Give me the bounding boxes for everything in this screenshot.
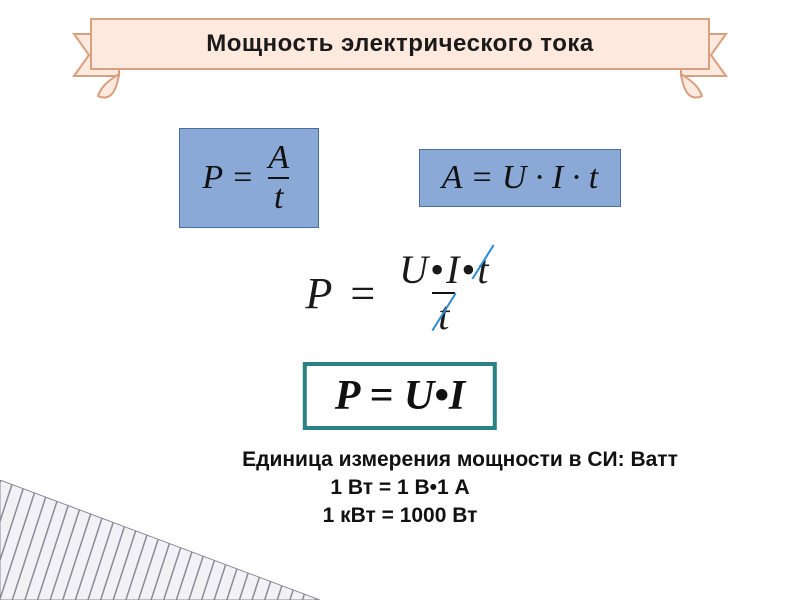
formula-boxes-row: P = A t A = U · I · t <box>0 128 800 228</box>
banner-main: Мощность электрического тока <box>90 18 710 70</box>
units-line-1: Единица измерения мощности в СИ: Ватт <box>0 448 800 472</box>
deriv-num-dot1: • <box>430 250 444 290</box>
p-equals: = <box>233 159 252 197</box>
deriv-num-I: I <box>446 250 459 290</box>
corner-hatch-icon <box>0 480 320 600</box>
p-denominator: t <box>268 177 289 215</box>
page-title: Мощность электрического тока <box>110 30 690 58</box>
a-formula-text: A = U · I · t <box>442 159 598 197</box>
deriv-num-dot2: • <box>461 250 475 290</box>
deriv-fraction: U • I • t t <box>393 250 494 336</box>
p-lhs: P <box>202 159 223 197</box>
p-fraction: A t <box>262 141 295 215</box>
title-banner: Мощность электрического тока <box>90 18 710 70</box>
result-formula-box: P = U•I <box>303 362 497 430</box>
derivation-formula: P = U • I • t t <box>0 250 800 336</box>
formula-a-box: A = U · I · t <box>419 149 621 207</box>
deriv-num-U: U <box>399 250 428 290</box>
result-formula-text: P = U•I <box>335 373 465 419</box>
p-numerator: A <box>262 141 295 177</box>
deriv-lhs: P <box>305 268 332 319</box>
deriv-equals: = <box>350 268 375 319</box>
formula-p-box: P = A t <box>179 128 319 228</box>
